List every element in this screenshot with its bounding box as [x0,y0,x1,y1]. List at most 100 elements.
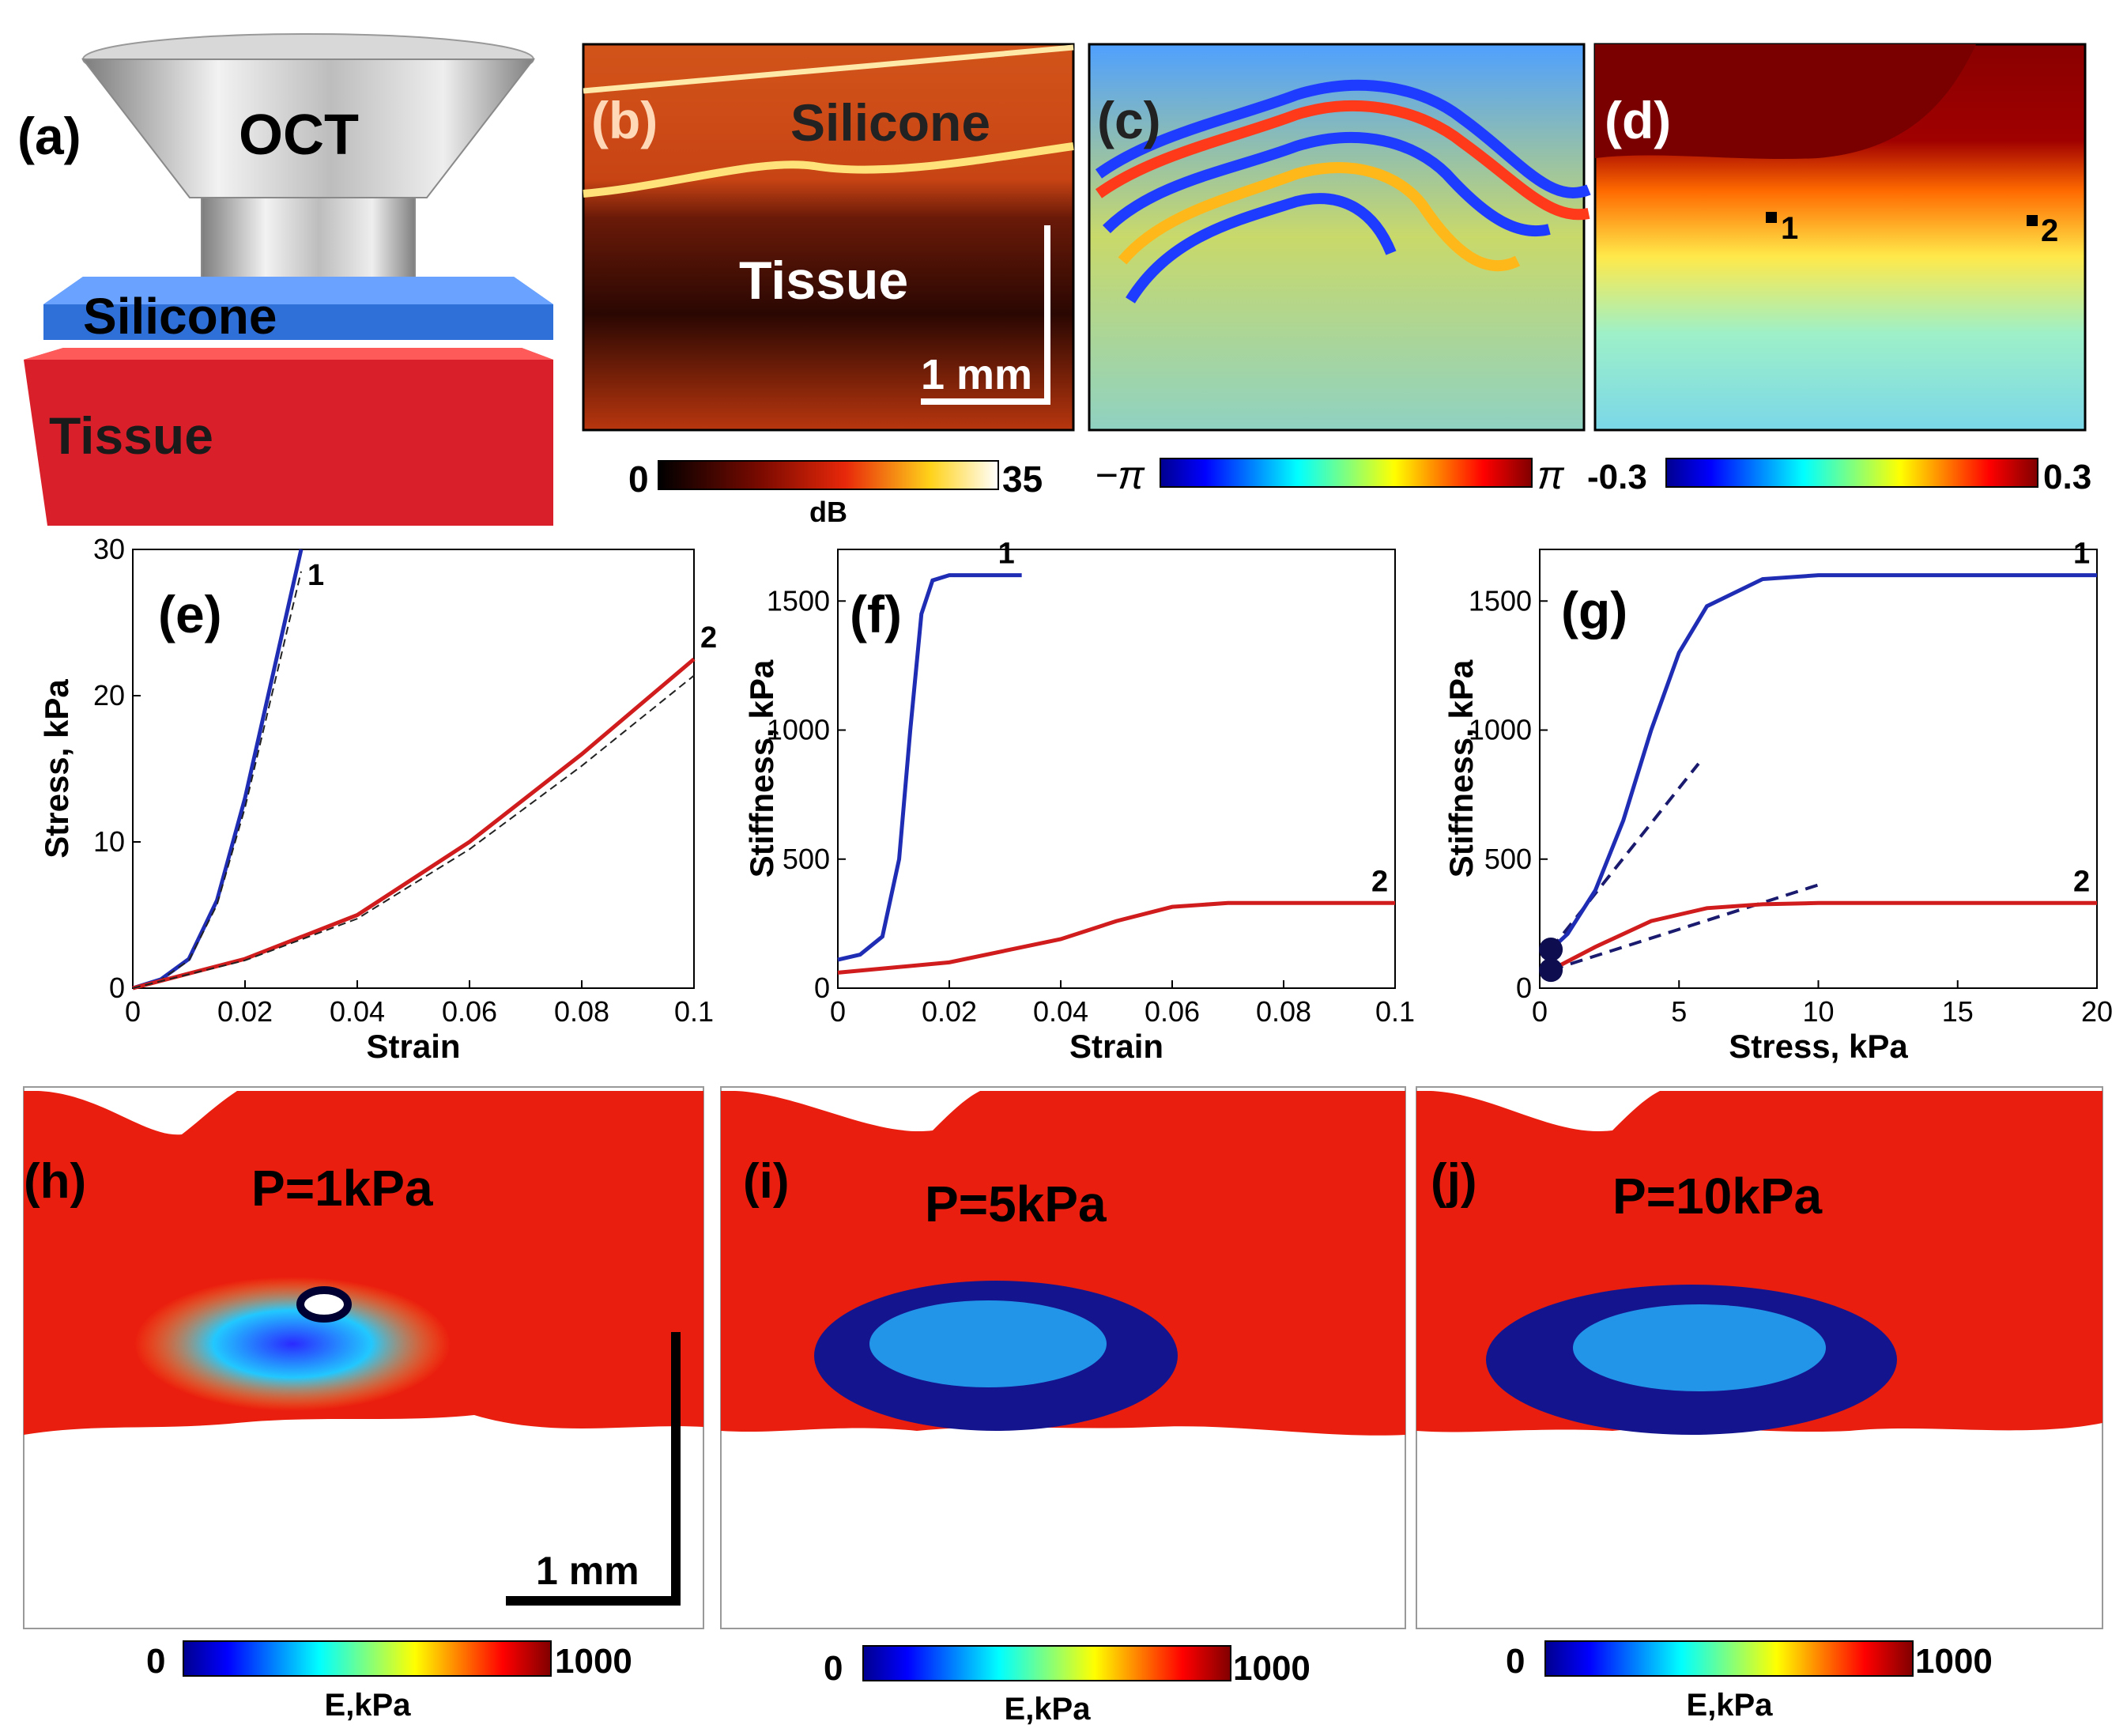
panel-j: (j) P=10kPa 0 1000 E,kPa [1416,1086,2103,1723]
x-tick-label: 0.02 [922,995,977,1028]
phase-colorbar [1160,458,1533,488]
oct-label: OCT [239,104,359,167]
bscan-tissue-interface [583,142,1074,198]
phase-colorbar-max: π [1537,453,1565,497]
x-tick-label: 0.02 [217,995,273,1028]
strain-marker-1-label: 1 [1781,211,1798,246]
series-label-1: 1 [998,538,1015,571]
x-tick-label: 0.04 [330,995,385,1028]
y-tick-label: 1000 [1469,714,1532,746]
x-tick-label: 0.06 [1145,995,1200,1028]
db-colorbar-max: 35 [1002,459,1043,500]
panel-i: (i) P=5kPa 0 1000 E,kPa [720,1086,1406,1727]
y-tick-label: 0 [109,972,125,1004]
series-start-point-2 [1539,958,1563,983]
x-tick-label: 0 [1532,995,1548,1028]
strain-marker-2-label: 2 [2041,213,2058,248]
modulus-colorbar-h-unit: E,kPa [325,1688,412,1723]
phase-fringes [1095,79,1591,304]
modulus-colorbar-i-unit: E,kPa [1005,1692,1092,1727]
tissue-layer [24,348,553,526]
x-tick-label: 5 [1671,995,1687,1028]
series-line-1 [1549,573,2097,951]
oct-lens-cone [81,58,536,198]
x-axis-label: Stress, kPa [1729,1028,1908,1065]
panel-j-label: (j) [1431,1154,1477,1209]
x-tick-label: 20 [2081,995,2113,1028]
db-colorbar-unit: dB [809,496,847,528]
bscan-top-interface [583,44,1074,94]
x-tick-label: 10 [1802,995,1834,1028]
modulus-colorbar-h-min: 0 [146,1642,165,1681]
panel-h: (h) P=1kPa 1 mm 0 1000 E,kPa [23,1086,704,1723]
x-tick-label: 0 [830,995,846,1028]
modulus-scale-label: 1 mm [536,1549,639,1593]
tangent-line [1550,883,1820,972]
plot-area [132,549,695,989]
charts: 0 0.02 0.04 0.06 0.08 0.10102030StrainStress,… [38,533,2113,1065]
x-tick-label: 0.08 [554,995,609,1028]
x-tick-label: 0.04 [1033,995,1088,1028]
bscan-scale-label: 1 mm [921,351,1032,398]
series-line-2 [1549,900,2097,972]
modulus-colorbar-j-min: 0 [1506,1642,1525,1681]
y-axis-label: Stiffness, kPa [1443,659,1480,877]
y-axis-label: Stress, kPa [38,679,75,859]
panel-a-label: (a) [17,107,81,165]
modulus-scale-bar [506,1332,681,1606]
panel-d-label: (d) [1605,91,1671,149]
panel-b: (b) Silicone Tissue 1 mm 0 35 dB [582,43,1075,528]
y-tick-label: 1500 [1469,584,1532,617]
y-tick-label: 1500 [767,584,830,617]
series-label-1: 1 [2073,538,2090,571]
x-tick-label: 15 [1942,995,1974,1028]
oct-lens-barrel [201,197,416,281]
chart-e: 0 0.02 0.04 0.06 0.08 0.1 0 10 20 30 Strain Stress,… [38,533,717,1065]
series-line-2 [132,657,696,991]
series-label-2: 2 [2073,865,2090,898]
silicone-top-face [43,277,553,304]
modulus-colorbar-j [1544,1640,1914,1677]
modulus-colorbar-j-max: 1000 [1915,1642,1993,1681]
y-tick-label: 0 [814,972,830,1004]
x-tick-label: 0.1 [1375,995,1415,1028]
panel-i-label: (i) [743,1154,790,1209]
panel-label: (e) [158,585,222,643]
x-tick-label: 0.08 [1256,995,1311,1028]
panel-c: (c) −π π [1088,43,1591,497]
modulus-colorbar-i-min: 0 [824,1649,843,1688]
tissue-label: Tissue [49,406,213,465]
strain-colorbar-max: 0.3 [2043,458,2091,496]
modulus-colorbar-i [862,1645,1231,1681]
bscan-tissue-label: Tissue [739,251,908,311]
x-axis-label: Strain [366,1028,460,1065]
phase-colorbar-min: −π [1095,453,1145,497]
strain-marker-1 [1766,212,1777,223]
series-label-2: 2 [1371,865,1388,898]
bscan-silicone-label: Silicone [790,93,990,152]
panel-b-label: (b) [591,91,658,149]
x-tick-label: 0.06 [442,995,497,1028]
panel-c-label: (c) [1097,91,1161,149]
chart-g: 0 5 10 15 20 0 500 1000 1500 Stress, kPa Stiffness… [1443,538,2113,1065]
series-label-1: 1 [307,559,324,592]
panel-j-pressure: P=10kPa [1612,1168,1823,1225]
series-fit-2 [132,674,695,989]
y-tick-label: 0 [1516,972,1532,1004]
series-start-point-1 [1539,938,1563,962]
db-colorbar-min: 0 [628,459,649,500]
series-label-2: 2 [700,621,717,655]
strain-colorbar [1665,458,2038,488]
y-axis-label: Stiffness, kPa [743,659,780,877]
modulus-colorbar-j-unit: E,kPa [1687,1688,1774,1723]
chart-f: 0 0.02 0.04 0.06 0.08 0.1 0 500 1000 1500 Strain St… [743,538,1415,1065]
panel-label: (g) [1561,581,1627,640]
plot-area [1539,549,2098,989]
y-tick-label: 10 [93,825,125,858]
silicone-label: Silicone [83,288,277,345]
panel-h-label: (h) [24,1154,86,1209]
tissue-top-face [24,348,553,360]
panel-h-pressure: P=1kPa [251,1160,433,1217]
x-tick-label: 0.1 [674,995,714,1028]
